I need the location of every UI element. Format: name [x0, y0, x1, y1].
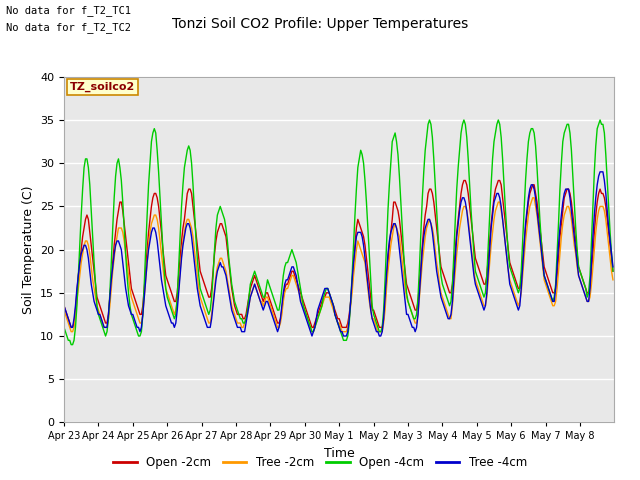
- Tree -2cm: [67, 329, 75, 335]
- Open -4cm: [80, 165, 88, 170]
- Tree -4cm: [596, 169, 604, 175]
- Tree -4cm: [308, 333, 316, 339]
- Open -4cm: [454, 165, 462, 170]
- Text: Tonzi Soil CO2 Profile: Upper Temperatures: Tonzi Soil CO2 Profile: Upper Temperatur…: [172, 17, 468, 31]
- Open -2cm: [609, 268, 617, 274]
- Tree -2cm: [609, 277, 617, 283]
- Tree -4cm: [344, 329, 351, 335]
- Tree -2cm: [60, 307, 68, 313]
- Text: TZ_soilco2: TZ_soilco2: [70, 82, 135, 92]
- Text: No data for f_T2_TC1: No data for f_T2_TC1: [6, 5, 131, 16]
- Tree -4cm: [609, 264, 617, 270]
- Open -2cm: [536, 225, 544, 231]
- Tree -4cm: [79, 247, 86, 252]
- Open -4cm: [609, 268, 617, 274]
- Y-axis label: Soil Temperature (C): Soil Temperature (C): [22, 185, 35, 314]
- Open -2cm: [453, 229, 461, 235]
- Tree -4cm: [534, 221, 542, 227]
- Legend: Open -2cm, Tree -2cm, Open -4cm, Tree -4cm: Open -2cm, Tree -2cm, Open -4cm, Tree -4…: [108, 452, 532, 474]
- Open -2cm: [67, 324, 75, 330]
- Open -2cm: [460, 178, 468, 183]
- Tree -4cm: [96, 312, 104, 317]
- Tree -2cm: [344, 324, 351, 330]
- Tree -2cm: [529, 195, 536, 201]
- Tree -2cm: [453, 251, 461, 257]
- Tree -4cm: [608, 251, 616, 257]
- Tree -2cm: [608, 268, 616, 274]
- Tree -4cm: [453, 234, 461, 240]
- Open -2cm: [80, 225, 88, 231]
- Open -4cm: [67, 342, 75, 348]
- Open -2cm: [97, 307, 105, 313]
- Line: Tree -2cm: Tree -2cm: [64, 198, 613, 332]
- Open -2cm: [60, 303, 68, 309]
- Line: Open -4cm: Open -4cm: [64, 120, 613, 345]
- Open -2cm: [344, 320, 351, 326]
- Tree -4cm: [60, 303, 68, 309]
- Open -4cm: [608, 251, 616, 257]
- Open -4cm: [60, 324, 68, 330]
- X-axis label: Time: Time: [324, 447, 355, 460]
- Tree -2cm: [536, 238, 544, 244]
- Open -4cm: [344, 333, 351, 339]
- Tree -2cm: [97, 316, 105, 322]
- Tree -2cm: [80, 242, 88, 248]
- Line: Tree -4cm: Tree -4cm: [64, 172, 613, 336]
- Open -4cm: [97, 320, 105, 326]
- Open -2cm: [608, 255, 616, 261]
- Open -4cm: [536, 216, 544, 222]
- Line: Open -2cm: Open -2cm: [64, 180, 613, 327]
- Text: No data for f_T2_TC2: No data for f_T2_TC2: [6, 22, 131, 33]
- Open -4cm: [426, 117, 433, 123]
